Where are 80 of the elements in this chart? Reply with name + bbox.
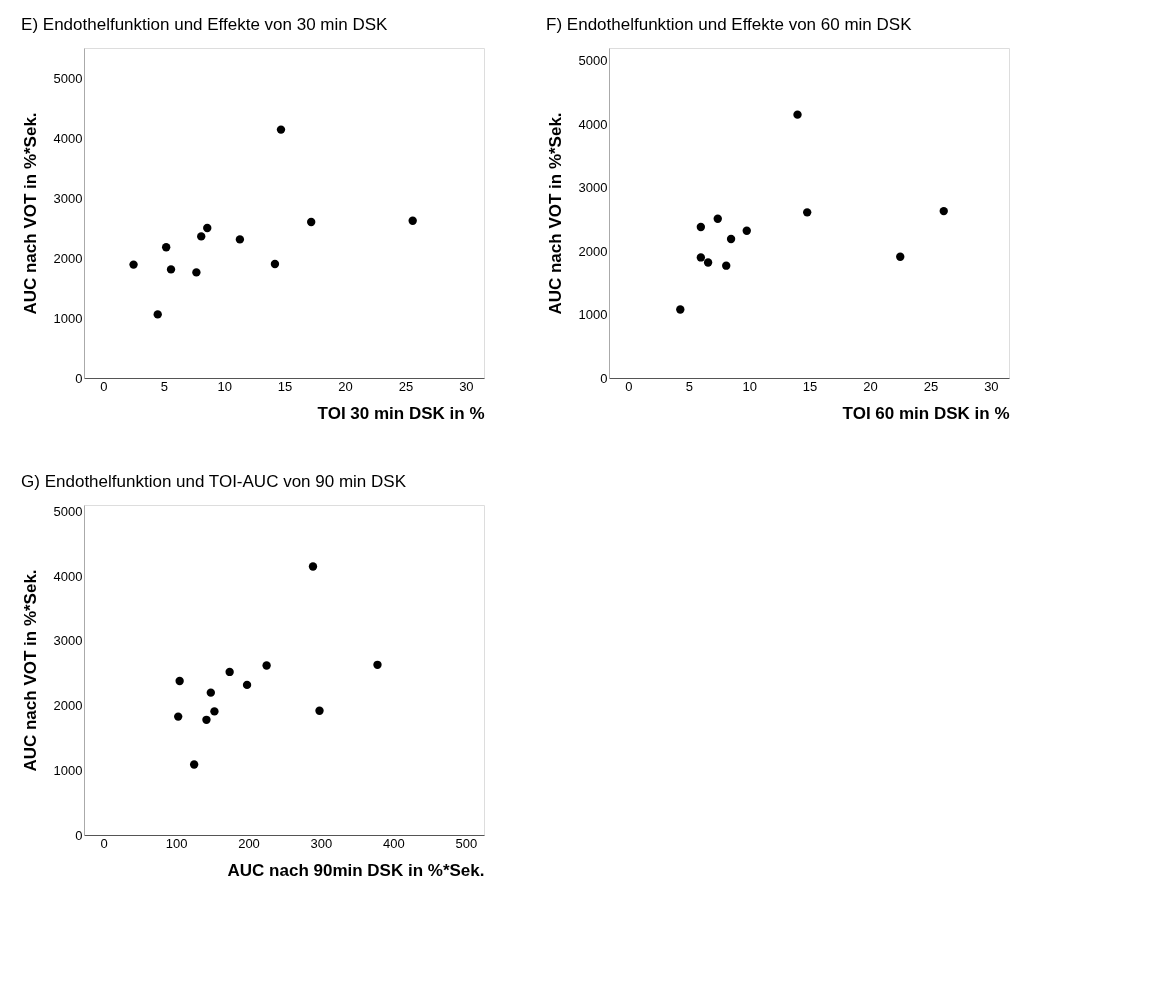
y-tick-label: 5000 [53,503,83,519]
point [696,222,706,232]
point [939,206,948,216]
x-axis-title: TOI 30 min DSK in % [317,403,485,423]
y-tick-label: 3000 [578,180,608,196]
point [408,216,417,225]
x-tick-label: 25 [923,378,939,394]
x-tick-label: 0 [100,378,108,394]
y-tick-label: 3000 [53,633,83,649]
point [793,110,802,119]
point [175,676,184,686]
point [307,217,316,227]
x-tick-label: 5 [685,378,693,394]
y-axis-title: AUC nach VOT in %*Sek. [545,112,565,315]
point [206,688,215,697]
x-tick-label: 500 [455,835,478,851]
point [210,707,219,716]
point [129,260,138,269]
point [235,235,245,244]
chart-title: G) Endothelfunktion und TOI-AUC von 90 min DSK [21,472,407,491]
point [202,715,211,724]
x-tick-label: 25 [398,378,414,394]
point [315,706,324,715]
y-tick-label: 1000 [578,307,608,323]
point [189,760,199,769]
point [742,226,751,235]
point [676,305,685,314]
x-tick-label: 30 [984,378,999,394]
y-tick-label: 4000 [53,130,83,146]
y-axis-title: AUC nach VOT in %*Sek. [20,112,40,315]
x-tick-label: 5 [160,378,168,394]
y-tick-label: 4000 [53,568,83,584]
y-tick-label: 4000 [578,116,608,132]
y-tick-label: 2000 [53,250,83,266]
x-tick-label: 15 [802,378,818,394]
y-axis-title: AUC nach VOT in %*Sek. [20,569,40,772]
point [203,223,212,233]
y-tick-label: 1000 [53,310,83,326]
x-tick-label: 200 [238,835,260,851]
point [270,259,280,269]
y-tick-label: 1000 [53,762,83,778]
x-tick-label: 100 [165,835,188,851]
point [703,258,713,267]
x-tick-label: 20 [338,378,353,394]
point [722,261,731,270]
chart-title: F) Endothelfunktion und Effekte von 60 min DSK [546,15,913,34]
point [726,234,736,244]
point [262,661,271,670]
point [192,268,201,277]
x-tick-label: 20 [863,378,878,394]
y-tick-label: 3000 [53,190,83,206]
point [225,667,234,677]
x-tick-label: 400 [383,835,405,851]
point [174,712,183,721]
point [713,214,722,223]
point [276,125,286,134]
point [153,310,162,319]
point [803,208,812,217]
y-tick-label: 5000 [578,53,608,69]
point [197,232,206,241]
point [166,265,176,274]
point [696,253,706,262]
x-tick-label: 10 [742,378,757,394]
x-axis-title: TOI 60 min DSK in % [842,403,1010,423]
x-tick-label: 0 [100,835,108,851]
point [242,680,252,690]
x-tick-label: 0 [625,378,633,394]
y-tick-label: 2000 [53,698,83,714]
x-tick-label: 10 [217,378,232,394]
x-tick-label: 15 [277,378,293,394]
point [373,660,382,669]
x-tick-label: 30 [459,378,474,394]
point [161,243,171,252]
y-tick-label: 2000 [578,243,608,259]
chart-title: E) Endothelfunktion und Effekte von 30 min DSK [21,15,389,34]
x-axis-title: AUC nach 90min DSK in %*Sek. [227,860,485,880]
y-tick-label: 5000 [53,70,83,86]
point [308,562,318,571]
x-tick-label: 300 [310,835,333,851]
point [896,252,905,261]
